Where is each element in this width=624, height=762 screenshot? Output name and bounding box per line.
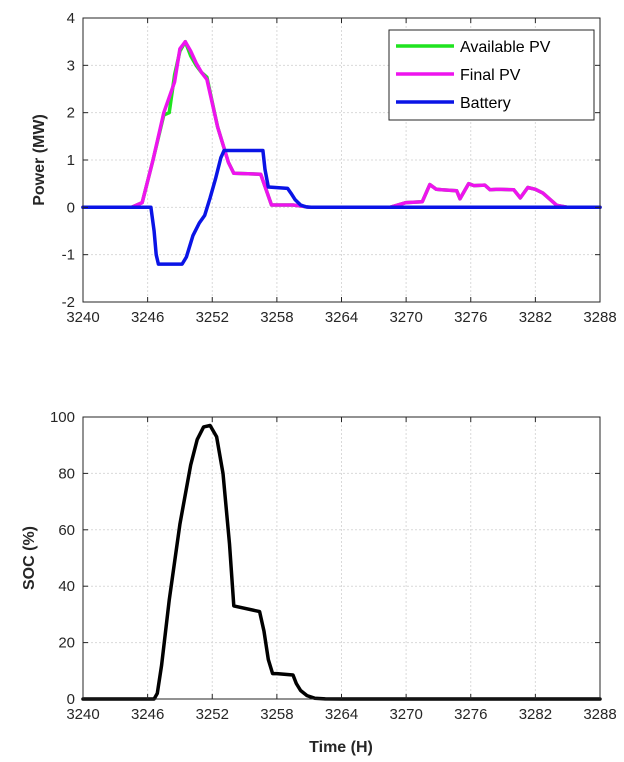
- soc-x-tick-label: 3270: [389, 706, 422, 723]
- soc-y-axis-label: SOC (%): [21, 526, 38, 590]
- power-x-tick-label: 3252: [196, 309, 229, 326]
- power-panel: 3240 3246 3252 3258 3264 3270 3276 3282 3288-2-1…: [31, 10, 617, 326]
- power-x-tick-label: 3288: [583, 309, 616, 326]
- soc-series-lines: [81, 423, 602, 701]
- soc-series-line-soc: [81, 423, 602, 701]
- soc-x-tick-label: 3282: [519, 706, 552, 723]
- power-y-tick-label: -1: [62, 247, 75, 264]
- power-y-tick-label: -2: [62, 294, 75, 311]
- power-x-tick-label: 3276: [454, 309, 487, 326]
- soc-x-tick-label: 3276: [454, 706, 487, 723]
- power-ticks: 3240 3246 3252 3258 3264 3270 3276 3282 3288-2-1…: [62, 10, 617, 326]
- soc-x-tick-label: 3288: [583, 706, 616, 723]
- power-y-axis-label: Power (MW): [31, 114, 48, 206]
- power-series-lines: [81, 39, 602, 266]
- power-grid: [83, 18, 600, 302]
- soc-x-tick-label: 3264: [325, 706, 358, 723]
- legend-label-final-pv: Final PV: [460, 67, 521, 84]
- legend: Available PV Final PV Battery: [388, 29, 595, 121]
- soc-y-tick-label: 40: [58, 578, 75, 595]
- legend-label-battery: Battery: [460, 95, 511, 112]
- power-y-tick-label: 1: [67, 152, 75, 169]
- soc-ticks: 3240 3246 3252 3258 3264 3270 3276 3282 3288 0 20 4…: [50, 409, 617, 723]
- power-y-tick-label: 0: [67, 199, 75, 216]
- soc-y-tick-label: 20: [58, 635, 75, 652]
- power-x-tick-label: 3270: [389, 309, 422, 326]
- power-series-line-battery: [81, 148, 602, 266]
- power-x-tick-label: 3258: [260, 309, 293, 326]
- soc-x-tick-label: 3246: [131, 706, 164, 723]
- soc-y-tick-label: 100: [50, 409, 75, 426]
- soc-y-tick-label: 60: [58, 522, 75, 539]
- soc-x-tick-label: 3252: [196, 706, 229, 723]
- soc-panel: 3240 3246 3252 3258 3264 3270 3276 3282 3288 0 20 4…: [21, 409, 617, 756]
- soc-x-axis-label: Time (H): [309, 739, 373, 756]
- power-y-tick-label: 3: [67, 57, 75, 74]
- power-x-tick-label: 3240: [66, 309, 99, 326]
- power-x-tick-label: 3264: [325, 309, 358, 326]
- power-y-tick-label: 2: [67, 105, 75, 122]
- soc-x-tick-label: 3240: [66, 706, 99, 723]
- power-y-tick-label: 4: [67, 10, 75, 27]
- soc-x-tick-label: 3258: [260, 706, 293, 723]
- legend-label-available-pv: Available PV: [460, 39, 551, 56]
- power-x-tick-label: 3282: [519, 309, 552, 326]
- soc-y-tick-label: 0: [67, 691, 75, 708]
- power-x-tick-label: 3246: [131, 309, 164, 326]
- soc-y-tick-label: 80: [58, 465, 75, 482]
- soc-grid: [83, 417, 600, 699]
